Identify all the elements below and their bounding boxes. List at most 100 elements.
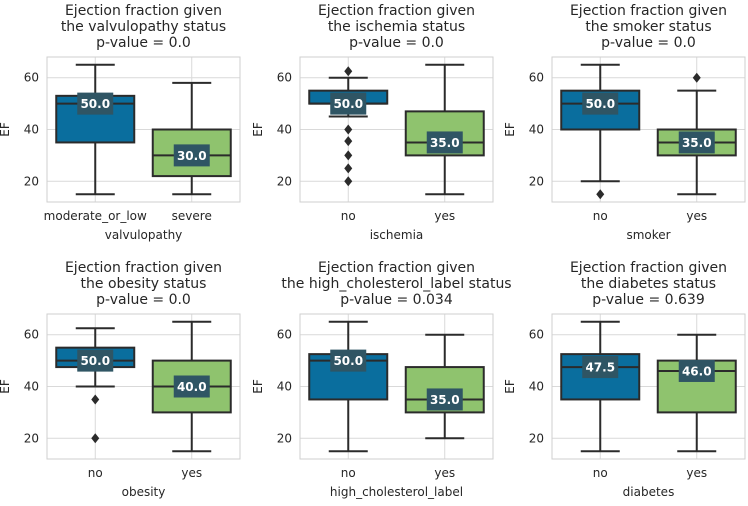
y-tick-label: 20	[529, 431, 544, 445]
chart-title-line: p-value = 0.0	[349, 35, 444, 51]
x-axis-label: ischemia	[370, 228, 424, 242]
y-tick-label: 20	[24, 431, 39, 445]
x-tick-label: no	[593, 209, 608, 223]
y-tick-label: 40	[529, 380, 544, 394]
median-label: 50.0	[333, 354, 363, 368]
median-label: 40.0	[177, 380, 207, 394]
median-label-box	[426, 131, 463, 154]
plot-frame	[46, 313, 241, 460]
median-label: 30.0	[177, 149, 207, 163]
median-label-box	[678, 131, 715, 154]
x-tick-label: yes	[434, 209, 455, 223]
x-tick-label: yes	[434, 466, 455, 480]
median-label: 50.0	[80, 97, 110, 111]
outlier-point	[344, 163, 353, 174]
x-tick-label: yes	[686, 466, 707, 480]
y-axis-label: EF	[251, 379, 265, 394]
x-tick-label: no	[341, 466, 356, 480]
median-label: 35.0	[430, 136, 460, 150]
y-axis-label: EF	[0, 379, 12, 394]
y-axis-label: EF	[251, 122, 265, 137]
outlier-point	[91, 394, 100, 405]
chart-title-line: the high_cholesterol_label status	[281, 276, 511, 292]
outlier-point	[344, 66, 353, 77]
outlier-point	[344, 136, 353, 147]
chart-title-line: Ejection fraction given	[570, 260, 727, 276]
y-tick-label: 60	[529, 328, 544, 342]
x-tick-label: no	[593, 466, 608, 480]
outlier-point	[344, 124, 353, 135]
y-tick-label: 20	[24, 174, 39, 188]
box-moderate_or_low: 50.0	[55, 63, 136, 196]
median-label: 35.0	[430, 393, 460, 407]
median-label: 35.0	[682, 136, 712, 150]
chart-title-line: the smoker status	[585, 19, 711, 35]
box-no: 50.0	[308, 320, 389, 453]
box-yes: 35.0	[404, 333, 485, 440]
box-no: 50.0	[308, 66, 389, 187]
x-tick-label: severe	[172, 209, 212, 223]
x-axis-label: valvulopathy	[105, 228, 183, 242]
box-no: 50.0	[55, 327, 136, 444]
median-label: 47.5	[585, 361, 615, 375]
chart-title-line: Ejection fraction given	[570, 3, 727, 19]
median-label: 50.0	[333, 97, 363, 111]
median-label-box	[173, 144, 210, 167]
outlier-point	[91, 433, 100, 444]
median-label-box	[77, 92, 114, 115]
y-tick-label: 60	[277, 71, 292, 85]
y-tick-label: 60	[24, 328, 39, 342]
chart-title-line: the valvulopathy status	[61, 19, 226, 35]
plot-frame	[299, 313, 494, 460]
outlier-point	[596, 189, 605, 200]
median-label-box	[582, 356, 619, 379]
chart-title-line: the obesity status	[81, 276, 207, 292]
x-tick-label: yes	[181, 466, 202, 480]
chart-title-line: Ejection fraction given	[318, 3, 475, 19]
x-axis-label: obesity	[122, 485, 166, 499]
box-yes: 46.0	[656, 333, 737, 453]
x-tick-label: no	[88, 466, 103, 480]
outlier-point	[344, 150, 353, 161]
chart-title-line: Ejection fraction given	[65, 3, 222, 19]
y-tick-label: 40	[529, 123, 544, 137]
x-tick-label: no	[341, 209, 356, 223]
chart-title-line: p-value = 0.0	[96, 292, 191, 308]
chart-title-line: p-value = 0.0	[96, 35, 191, 51]
x-tick-label: yes	[686, 209, 707, 223]
plot-frame	[299, 56, 494, 203]
plot-frame	[551, 313, 746, 460]
y-axis-label: EF	[0, 122, 12, 137]
y-tick-label: 20	[277, 431, 292, 445]
plot-frame	[551, 56, 746, 203]
y-tick-label: 40	[24, 123, 39, 137]
y-tick-label: 60	[277, 328, 292, 342]
box-severe: 30.0	[151, 81, 232, 196]
plot-frame	[46, 56, 241, 203]
box-yes: 35.0	[656, 72, 737, 196]
median-label-box	[330, 92, 367, 115]
median-label-box	[77, 349, 114, 372]
y-tick-label: 20	[529, 174, 544, 188]
x-tick-label: moderate_or_low	[44, 209, 147, 223]
box-yes: 40.0	[151, 320, 232, 453]
y-tick-label: 20	[277, 174, 292, 188]
x-axis-label: smoker	[626, 228, 670, 242]
outlier-point	[692, 72, 701, 83]
box-no: 50.0	[560, 63, 641, 200]
median-label: 50.0	[80, 354, 110, 368]
chart-title-line: the diabetes status	[581, 276, 716, 292]
median-label-box	[173, 375, 210, 398]
median-label-box	[330, 349, 367, 372]
outlier-point	[344, 176, 353, 187]
median-label: 50.0	[585, 97, 615, 111]
y-tick-label: 40	[24, 380, 39, 394]
y-tick-label: 60	[24, 71, 39, 85]
median-label: 46.0	[682, 364, 712, 378]
box-body	[308, 353, 389, 401]
